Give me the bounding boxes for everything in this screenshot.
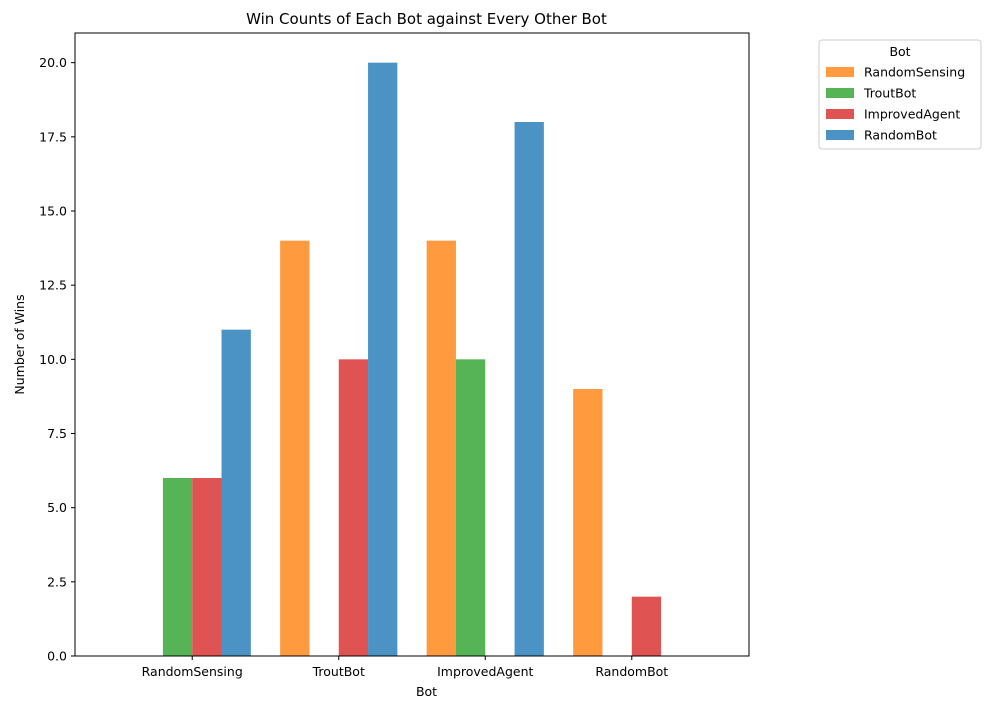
y-tick-label: 12.5: [39, 278, 67, 293]
legend-swatch: [826, 130, 854, 140]
legend-label: RandomBot: [864, 128, 937, 143]
y-tick-label: 7.5: [47, 426, 67, 441]
bar: [192, 478, 222, 656]
chart-title: Win Counts of Each Bot against Every Oth…: [246, 10, 607, 28]
y-axis: 0.0 2.5 5.0 7.5 10.0 12.5 15.0 17.5 20.0: [39, 55, 75, 664]
bar: [280, 240, 310, 656]
plot-frame: [74, 32, 750, 657]
bar: [338, 359, 369, 656]
bars-group: [162, 62, 662, 656]
legend-title: Bot: [889, 44, 910, 59]
y-tick-label: 5.0: [47, 500, 67, 515]
y-tick-label: 0.0: [47, 649, 67, 664]
legend: Bot RandomSensingTroutBotImprovedAgentRa…: [818, 39, 982, 150]
legend-label: RandomSensing: [864, 65, 965, 80]
legend-label: ImprovedAgent: [864, 107, 960, 122]
legend-label: TroutBot: [863, 86, 916, 101]
legend-swatch: [826, 88, 854, 98]
x-tick-label: ImprovedAgent: [437, 664, 533, 679]
bar: [368, 62, 398, 656]
bar: [221, 329, 251, 656]
y-tick-label: 20.0: [39, 55, 67, 70]
y-tick-label: 17.5: [39, 129, 67, 144]
x-axis: RandomSensing TroutBot ImprovedAgent Random…: [142, 656, 668, 679]
x-axis-title: Bot: [416, 684, 437, 699]
x-tick-label: RandomSensing: [142, 664, 243, 679]
legend-swatch: [826, 67, 854, 77]
legend-box: [818, 39, 982, 150]
legend-items: RandomSensing TroutBot ImprovedAgent Random…: [826, 65, 965, 143]
y-tick-label: 15.0: [39, 204, 67, 219]
x-tick-label: TroutBot: [312, 664, 365, 679]
bar: [426, 240, 456, 656]
y-tick-label: 10.0: [39, 352, 67, 367]
bar: [455, 359, 486, 656]
x-tick-label: RandomBot: [595, 664, 668, 679]
y-tick-label: 2.5: [47, 574, 67, 589]
bar: [573, 389, 603, 656]
bar: [514, 122, 544, 656]
bar: [631, 596, 662, 656]
legend-swatch: [826, 109, 854, 119]
y-axis-title: Number of Wins: [12, 294, 27, 394]
bar: [162, 478, 193, 656]
